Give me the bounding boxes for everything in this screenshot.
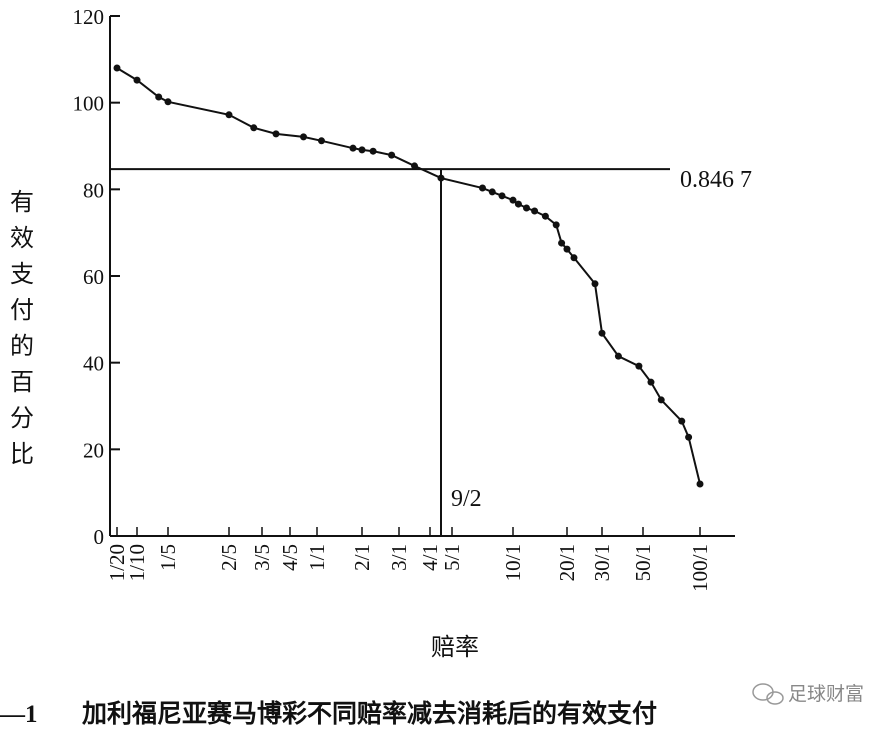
x-tick-label: 2/1 — [350, 544, 374, 571]
point — [349, 144, 357, 152]
y-axis-label-char: 效 — [10, 224, 34, 252]
x-tick-label: 10/1 — [501, 544, 525, 581]
x-tick-label: 4/5 — [278, 544, 302, 571]
x-tick-label: 2/5 — [217, 544, 241, 571]
point — [388, 151, 396, 159]
y-axis-label-char: 百 — [10, 368, 34, 396]
point — [369, 147, 377, 155]
point — [358, 146, 366, 154]
point — [531, 207, 539, 215]
point — [225, 111, 233, 119]
x-tick-label: 1/1 — [305, 544, 329, 571]
x-tick-label: 20/1 — [555, 544, 579, 581]
y-axis-label-char: 分 — [10, 404, 34, 432]
y-tick-label: 120 — [73, 5, 105, 29]
y-axis-label-char: 的 — [10, 332, 34, 360]
y-tick-label: 80 — [83, 178, 104, 202]
point — [598, 329, 606, 337]
point — [570, 254, 578, 262]
line — [116, 67, 701, 485]
point — [300, 133, 307, 141]
point — [164, 98, 172, 106]
x-tick-label: 4/1 — [418, 544, 442, 571]
point — [514, 200, 522, 208]
x-axis-label: 赔率 — [431, 633, 479, 661]
x-tick-label: 5/1 — [440, 544, 464, 571]
x-tick-label: 1/10 — [125, 544, 149, 581]
x-tick-label: 3/5 — [250, 544, 274, 571]
point — [678, 417, 686, 425]
reference-label: 9/2 — [451, 486, 482, 512]
point — [552, 221, 560, 229]
y-axis-label: 有效支付的百分比 — [0, 0, 8, 1]
y-tick-label: 0 — [94, 525, 105, 549]
x-tick-label: 100/1 — [688, 544, 712, 592]
x-tick-label: 1/20 — [105, 544, 129, 581]
point — [523, 204, 530, 212]
caption: 加利福尼亚赛马博彩不同赔率减去消耗后的有效支付 — [81, 699, 657, 728]
point — [685, 433, 693, 441]
point — [635, 362, 643, 370]
point — [411, 162, 418, 170]
point — [155, 93, 163, 101]
point — [558, 239, 566, 247]
point — [479, 184, 486, 192]
point — [614, 352, 622, 360]
y-tick-label: 100 — [73, 92, 105, 116]
point — [113, 64, 121, 72]
x-tick-label: 50/1 — [631, 544, 655, 581]
watermark-icon — [752, 683, 784, 705]
y-axis-label-char: 有 — [10, 188, 34, 216]
point — [696, 480, 704, 488]
y-tick-label: 40 — [83, 352, 104, 376]
point — [437, 174, 445, 182]
x-tick-label: 30/1 — [590, 544, 614, 581]
point — [498, 192, 506, 200]
point — [509, 196, 517, 204]
y-axis-label-char: 付 — [10, 296, 34, 324]
y-axis-label-char: 支 — [10, 260, 34, 288]
point — [657, 396, 665, 404]
y-tick-label: 20 — [83, 438, 104, 462]
reference-label: 0.846 7 — [680, 167, 752, 193]
y-tick-label: 60 — [83, 265, 104, 289]
point — [133, 76, 141, 84]
point — [250, 124, 258, 132]
y-axis-label-char: 比 — [10, 440, 34, 468]
watermark: 足球财富 — [788, 683, 864, 705]
x-tick-label: 3/1 — [387, 544, 411, 571]
point — [647, 378, 655, 386]
x-tick-label: 1/5 — [156, 544, 180, 571]
point — [591, 280, 599, 288]
point — [563, 245, 571, 253]
point — [272, 130, 280, 138]
caption-number: —1 — [0, 701, 38, 728]
point — [318, 137, 325, 145]
point — [488, 188, 496, 196]
point — [541, 212, 549, 220]
